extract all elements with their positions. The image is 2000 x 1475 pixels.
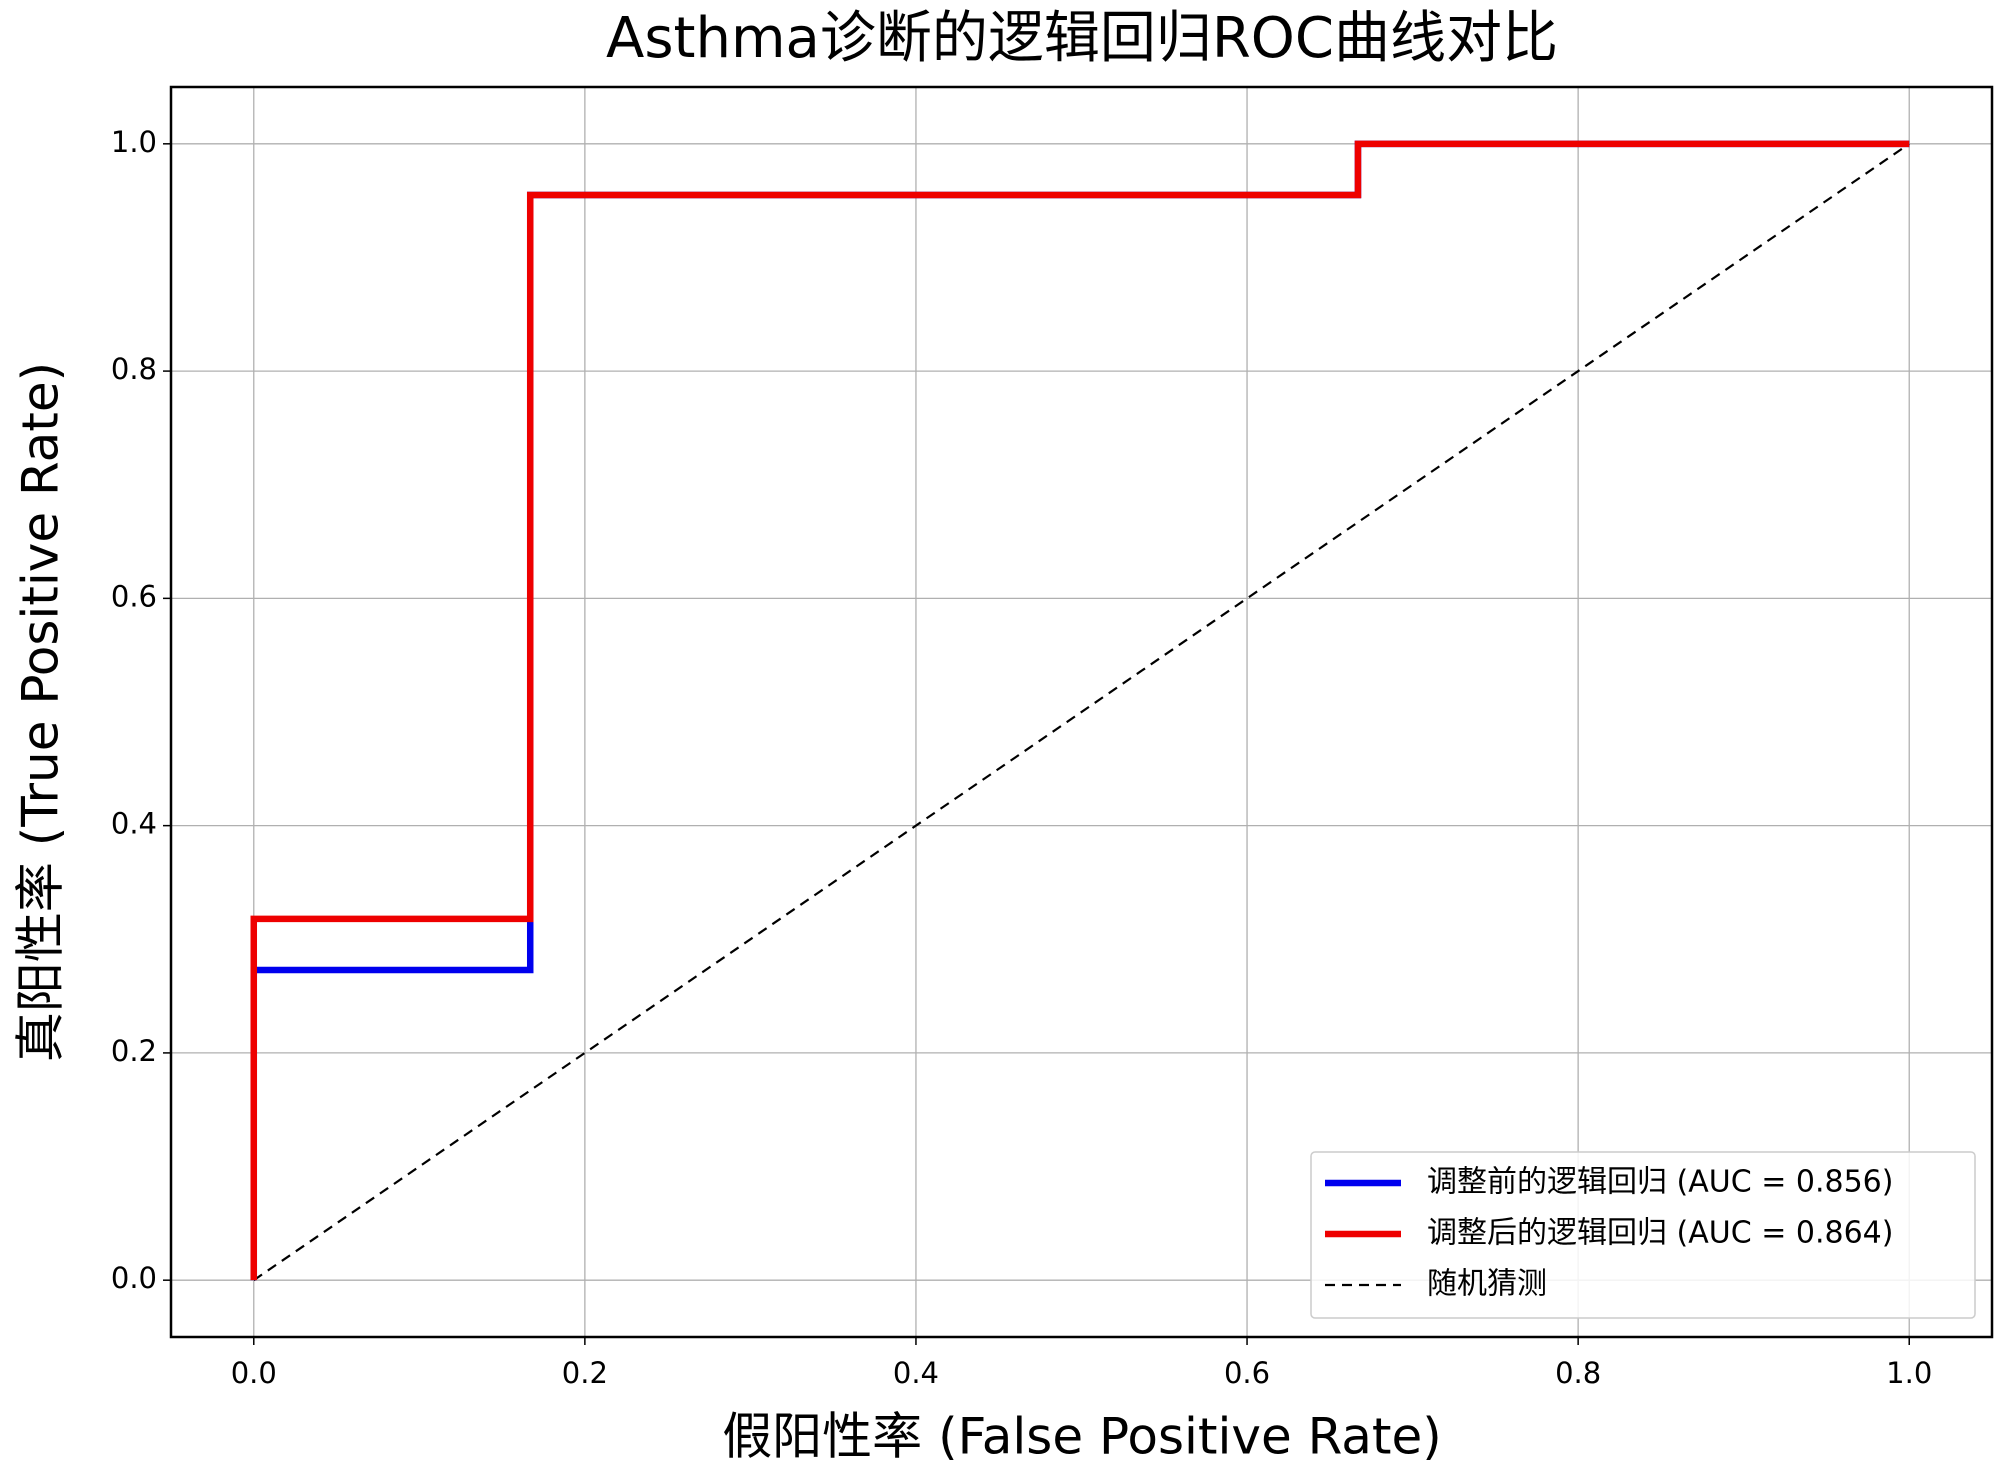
x-tick-label: 0.8 (1555, 1356, 1601, 1390)
y-tick-label: 0.0 (111, 1261, 157, 1295)
x-tick-label: 0.4 (893, 1356, 939, 1390)
y-axis-label: 真阳性率 (True Positive Rate) (12, 362, 70, 1062)
x-axis-label: 假阳性率 (False Positive Rate) (722, 1408, 1442, 1466)
x-tick-label: 0.0 (231, 1356, 277, 1390)
x-tick-label: 0.2 (562, 1356, 608, 1390)
y-tick-label: 1.0 (111, 125, 157, 159)
chart-title: Asthma诊断的逻辑回归ROC曲线对比 (606, 6, 1558, 71)
legend-label: 随机猜测 (1427, 1267, 1547, 1302)
roc-line (250, 140, 1910, 1281)
y-tick-label: 0.6 (111, 579, 157, 613)
roc-line (253, 142, 1910, 1282)
plot-frame (169, 85, 1994, 1339)
legend-label: 调整后的逻辑回归 (AUC = 0.864) (1427, 1216, 1893, 1251)
y-tick-label: 0.2 (111, 1034, 157, 1068)
y-tick-label: 0.8 (111, 352, 157, 386)
legend-box (1310, 1151, 1976, 1319)
x-tick-label: 0.6 (1224, 1356, 1270, 1390)
x-tick-label: 1.0 (1886, 1356, 1932, 1390)
legend-label: 调整前的逻辑回归 (AUC = 0.856) (1427, 1165, 1893, 1200)
y-tick-label: 0.4 (111, 807, 157, 841)
